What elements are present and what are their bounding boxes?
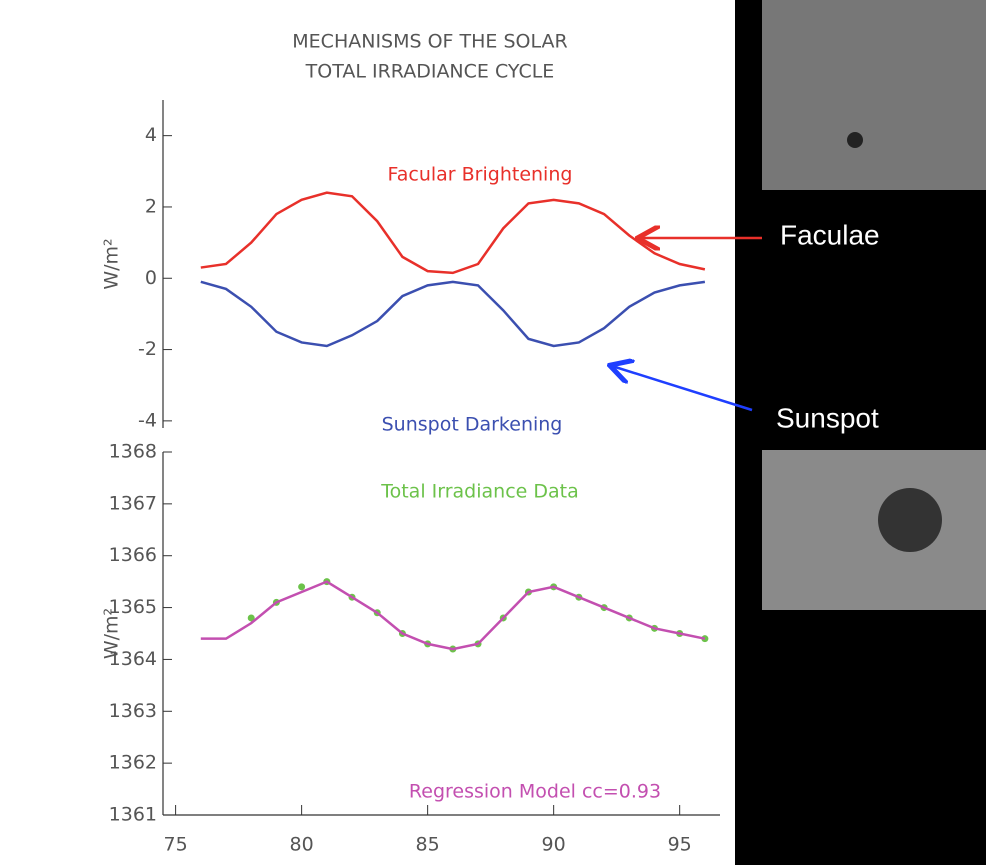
sunspot-arrow — [612, 366, 753, 412]
y-tick-label: 2 — [145, 195, 157, 217]
series-label: Sunspot Darkening — [382, 414, 563, 436]
y-tick-label: 4 — [145, 124, 157, 146]
x-tick-label: 80 — [290, 834, 314, 856]
series-line — [200, 191, 706, 275]
faculae-spot — [847, 132, 863, 148]
y-tick-label: 1364 — [109, 648, 157, 670]
sunspot-label: Sunspot — [776, 402, 879, 433]
series-label: Facular Brightening — [388, 164, 573, 186]
sunspot-spot — [878, 488, 942, 552]
y-tick-label: 0 — [145, 267, 157, 289]
y-tick-label: 1365 — [109, 596, 157, 618]
chart-title: MECHANISMS OF THE SOLAR — [292, 31, 567, 53]
y-tick-label: 1367 — [109, 492, 157, 514]
y-tick-label: 1366 — [109, 544, 157, 566]
y-tick-label: 1361 — [109, 804, 157, 826]
sunspot-image — [762, 450, 986, 610]
data-point — [298, 583, 306, 591]
y-axis-label: W/m² — [101, 608, 123, 659]
series-line — [200, 580, 706, 651]
series-label: Total Irradiance Data — [380, 481, 579, 503]
y-tick-label: -2 — [138, 338, 157, 360]
chart-panel — [0, 0, 735, 865]
chart-title: TOTAL IRRADIANCE CYCLE — [305, 61, 555, 83]
series-line — [200, 280, 706, 348]
y-tick-label: 1362 — [109, 752, 157, 774]
y-axis-label: W/m² — [101, 238, 123, 289]
x-tick-label: 85 — [416, 834, 440, 856]
series-label: Regression Model cc=0.93 — [409, 781, 661, 803]
y-tick-label: 1363 — [109, 700, 157, 722]
data-point — [247, 614, 255, 622]
y-tick-label: 1368 — [109, 441, 157, 463]
x-tick-label: 75 — [164, 834, 188, 856]
x-tick-label: 95 — [668, 834, 692, 856]
x-tick-label: 90 — [542, 834, 566, 856]
faculae-image — [762, 0, 986, 190]
y-tick-label: -4 — [138, 409, 157, 431]
faculae-label: Faculae — [780, 219, 880, 250]
